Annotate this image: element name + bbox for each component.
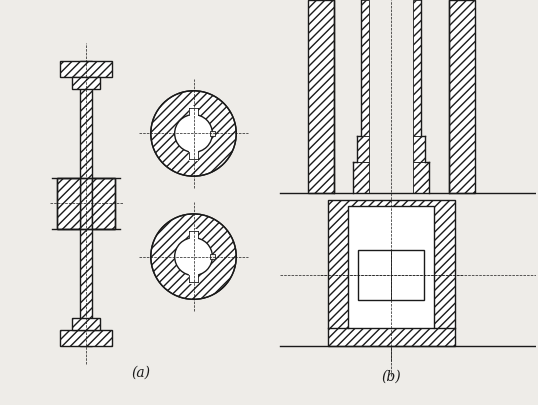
Bar [328, 200, 455, 346]
Text: (a): (a) [131, 365, 151, 379]
Bar [308, 1, 334, 194]
Bar [362, 1, 369, 137]
Bar [188, 151, 199, 162]
Bar [413, 163, 429, 194]
Bar [188, 107, 199, 117]
Circle shape [151, 92, 236, 177]
Bar [358, 251, 424, 300]
Circle shape [175, 238, 213, 276]
Bar [92, 178, 115, 230]
Bar [72, 318, 100, 330]
Circle shape [151, 214, 236, 300]
Bar [357, 137, 369, 163]
Circle shape [175, 115, 213, 153]
Bar [60, 330, 112, 346]
Bar [60, 62, 112, 78]
Bar [72, 78, 100, 90]
Bar [353, 163, 369, 194]
Bar [413, 1, 421, 137]
Bar [58, 178, 80, 230]
Bar [349, 207, 434, 328]
Bar [210, 132, 215, 136]
Bar [188, 229, 199, 240]
Bar [80, 62, 92, 346]
Bar [188, 274, 199, 285]
Text: (b): (b) [381, 369, 401, 383]
Bar [210, 254, 215, 260]
Bar [58, 178, 115, 230]
Bar [449, 1, 475, 194]
Bar [413, 137, 425, 163]
